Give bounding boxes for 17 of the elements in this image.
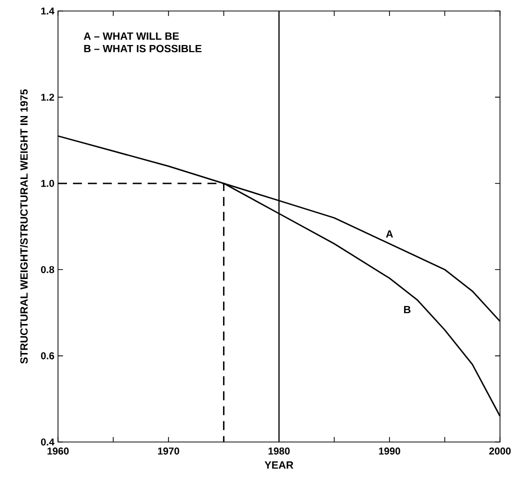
x-tick-label: 1990	[379, 448, 400, 455]
y-tick-label: 0.4	[41, 438, 54, 446]
y-axis-title: STRUCTURAL WEIGHT/STRUCTURAL WEIGHT IN 1975	[20, 89, 28, 364]
annotation: A – WHAT WILL BE	[84, 32, 179, 40]
y-tick-label: 0.8	[41, 266, 54, 274]
series-label: B	[404, 306, 410, 314]
x-tick-label: 2000	[489, 448, 511, 455]
y-tick-label: 1.0	[41, 180, 54, 187]
x-tick-label: 1970	[158, 448, 180, 455]
x-tick-label: 1960	[48, 448, 69, 455]
annotation: B – WHAT IS POSSIBLE	[84, 44, 202, 52]
x-axis-title: YEAR	[264, 461, 294, 469]
x-tick-label: 1980	[268, 448, 290, 455]
y-tick-label: 1.2	[41, 94, 54, 101]
y-tick-label: 1.4	[41, 8, 54, 14]
y-tick-label: 0.6	[41, 352, 54, 360]
series-label: A	[386, 230, 393, 238]
